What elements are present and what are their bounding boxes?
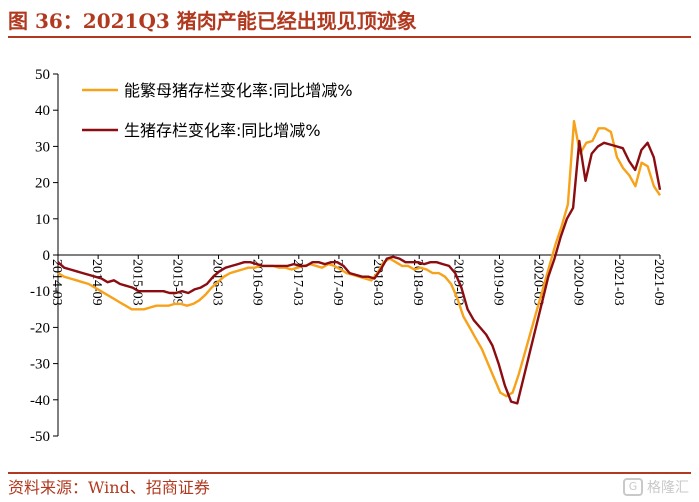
x-tick-label: 2020-09	[571, 259, 586, 306]
watermark-logo-icon: G	[623, 478, 643, 496]
y-tick-label: -50	[30, 429, 50, 445]
legend-label-1: 能繁母猪存栏变化率:同比增减%	[124, 81, 353, 100]
watermark: G 格隆汇	[623, 476, 689, 498]
y-tick-label: -20	[30, 320, 50, 336]
series-line-1	[57, 119, 661, 398]
figure-title: 图 36：2021Q3 猪肉产能已经出现见顶迹象	[8, 4, 691, 38]
y-tick-label: 20	[35, 176, 50, 192]
x-tick-label: 2018-09	[410, 259, 425, 306]
x-tick-label: 2017-03	[290, 259, 305, 306]
legend-label-2: 生猪存栏变化率:同比增减%	[124, 121, 321, 140]
x-tick-label: 2015-09	[169, 259, 184, 306]
source-note: 资料来源：Wind、招商证券	[8, 472, 691, 502]
y-tick-label: 30	[35, 139, 50, 155]
y-tick-label: 40	[35, 103, 50, 119]
y-tick-label: -10	[30, 284, 50, 300]
x-tick-label: 2015-03	[129, 259, 144, 306]
y-tick-label: -30	[30, 357, 50, 373]
watermark-text: 格隆汇	[647, 480, 689, 496]
x-tick-label: 2014-09	[89, 259, 104, 306]
x-tick-label: 2016-09	[250, 259, 265, 306]
y-tick-label: 50	[35, 67, 50, 83]
line-chart: 50 40 30 20 10 0 -10 -20 -30 -40 -50 2014-03 2014-09…	[30, 67, 666, 445]
y-tick-label: -40	[30, 393, 50, 409]
x-tick-label: 2019-09	[490, 259, 505, 306]
x-tick-label: 2021-09	[651, 259, 666, 306]
y-tick-label: 0	[43, 248, 51, 264]
series-layer	[57, 119, 662, 405]
series-line-2	[57, 139, 662, 405]
x-tick-label: 2021-03	[611, 259, 626, 306]
x-tick-label: 2014-03	[49, 259, 64, 306]
chart-legend: 能繁母猪存栏变化率:同比增减% 生猪存栏变化率:同比增减%	[82, 81, 353, 140]
y-tick-label: 10	[35, 212, 50, 228]
